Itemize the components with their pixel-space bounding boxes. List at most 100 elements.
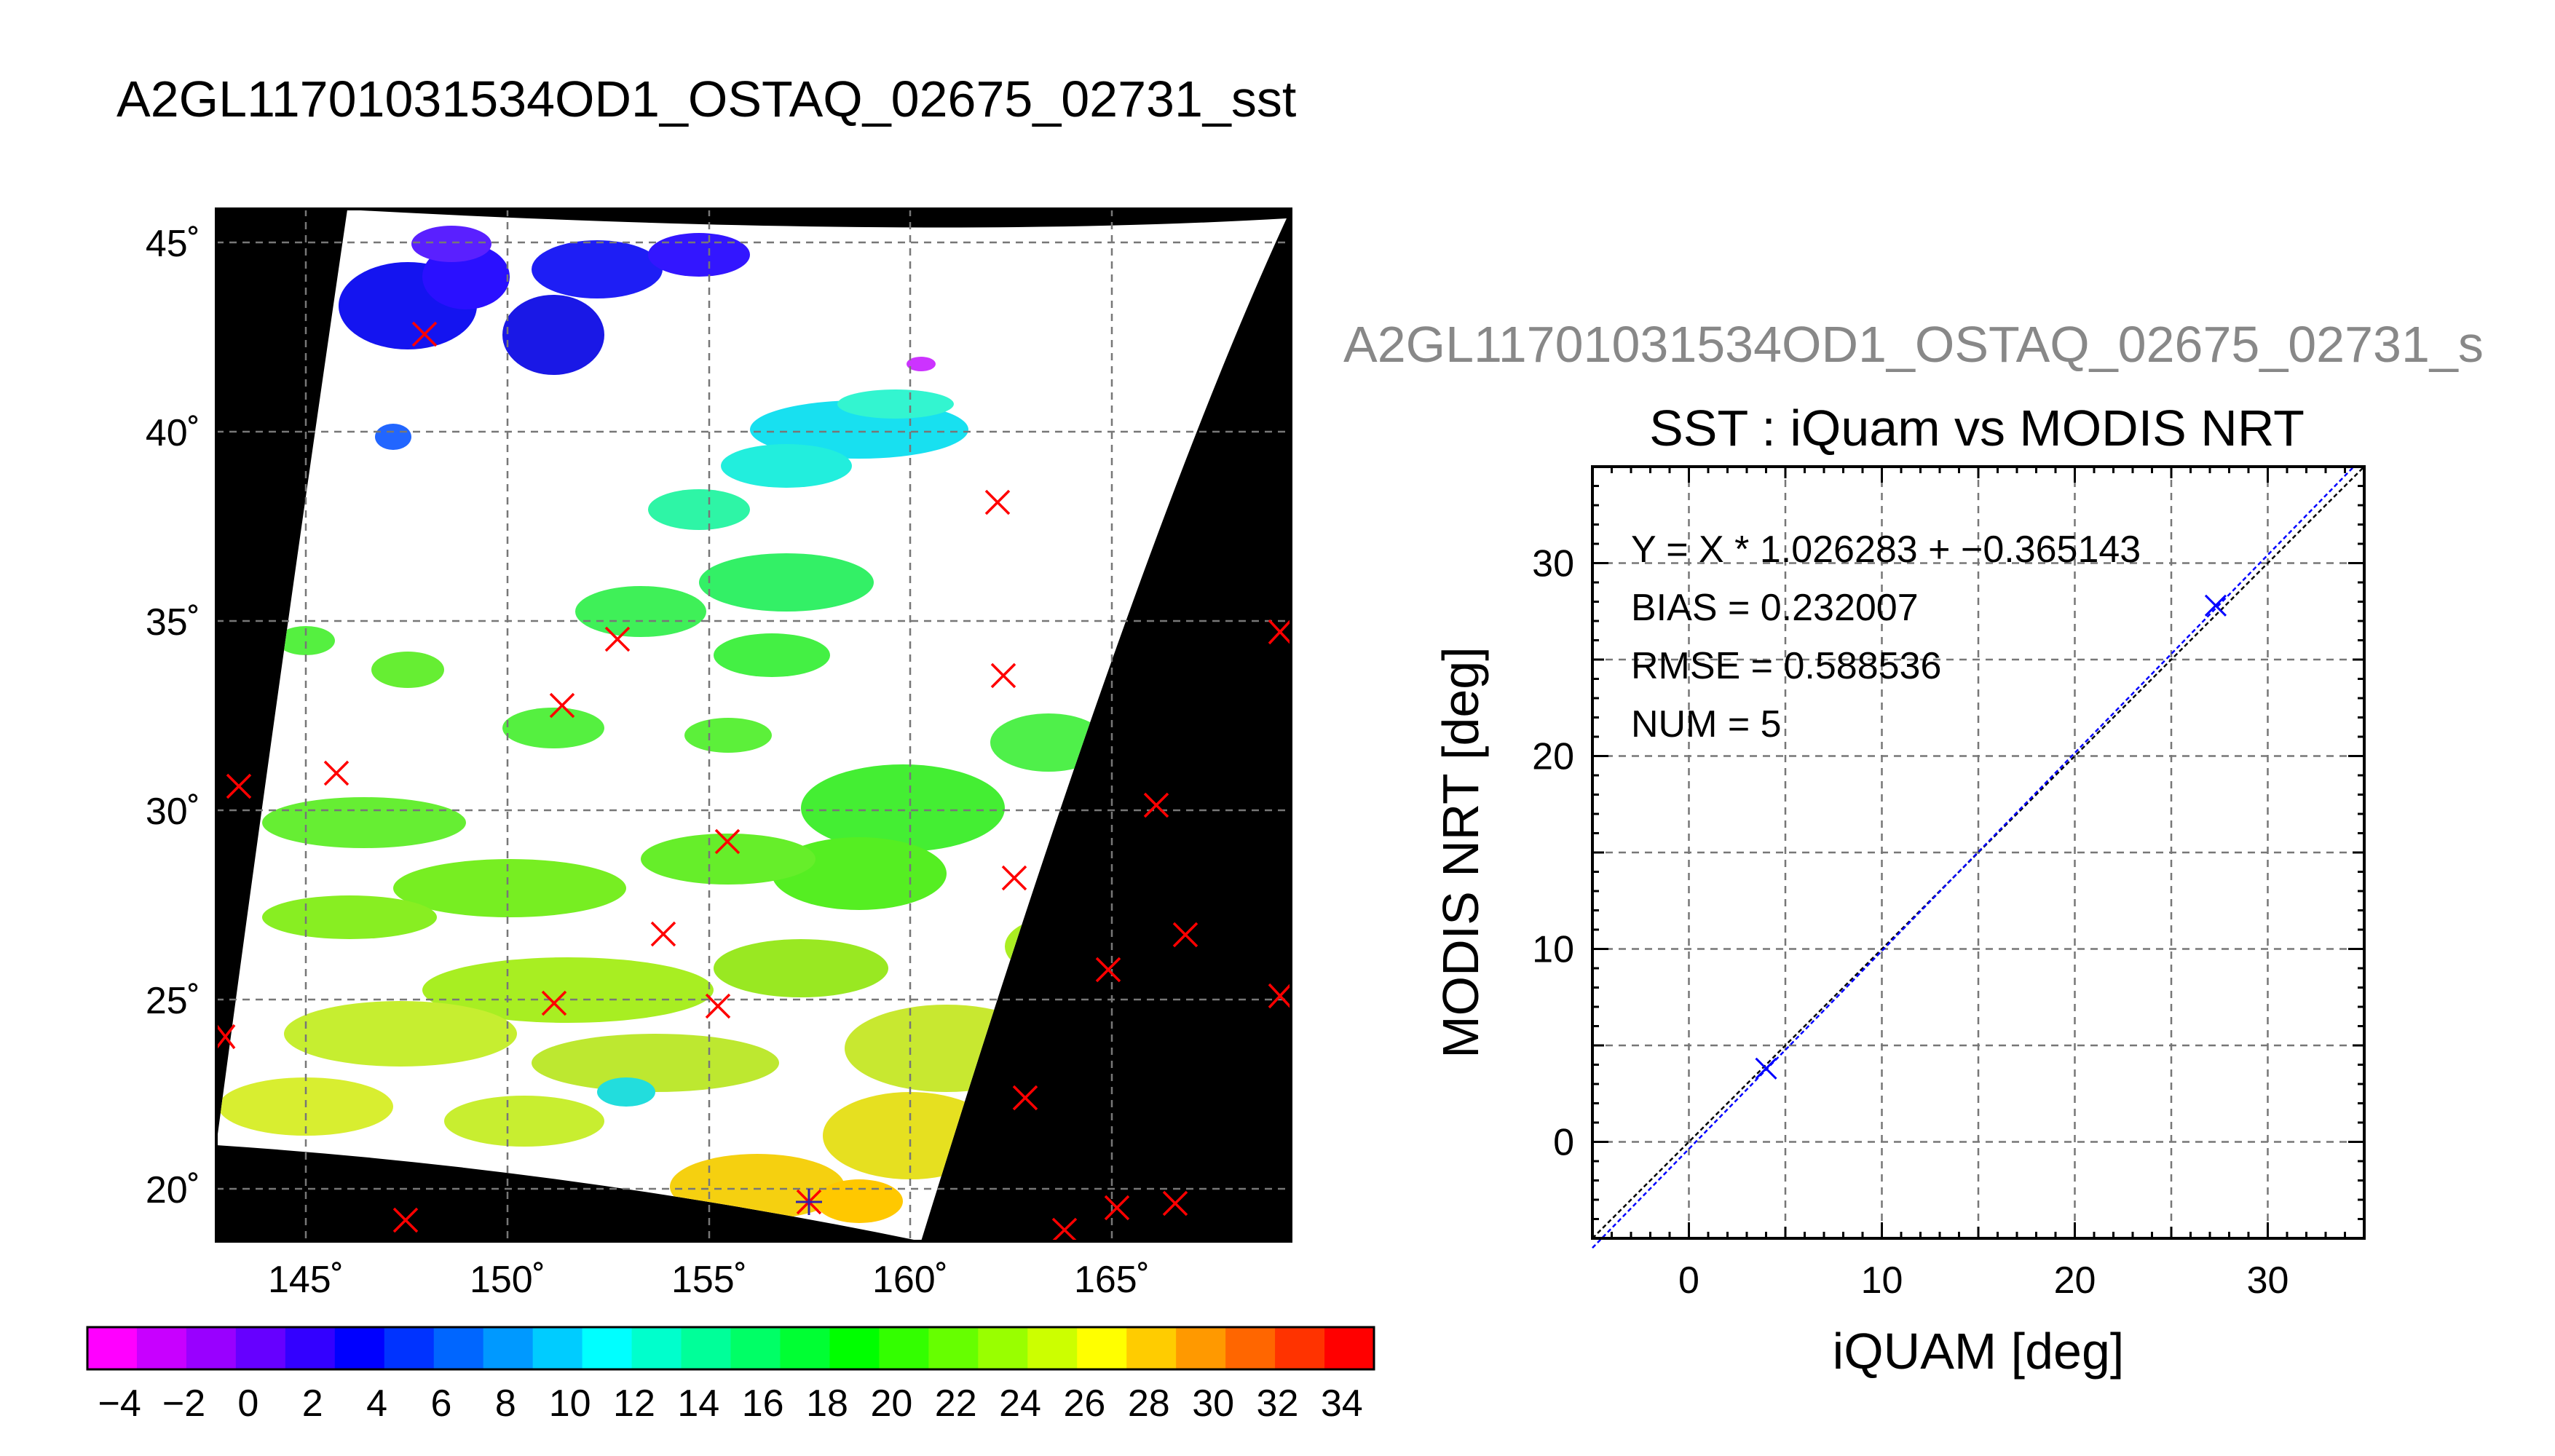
map-frame bbox=[215, 207, 1292, 1243]
map-marker bbox=[541, 990, 567, 1016]
colorbar-cell bbox=[681, 1327, 731, 1369]
colorbar-cell bbox=[87, 1327, 138, 1369]
scatter-subtitle: A2GL11701031534OD1_OSTAQ_02675_02731_s bbox=[1343, 316, 2484, 373]
colorbar-label: −2 bbox=[162, 1382, 205, 1425]
x-axis-label: iQUAM [deg] bbox=[1833, 1323, 2125, 1380]
scatter-point bbox=[1755, 1057, 1777, 1080]
map-marker bbox=[1172, 922, 1198, 948]
rmse-value: RMSE = 0.588536 bbox=[1631, 645, 1941, 687]
lon-tick-label: 165˚ bbox=[1074, 1259, 1150, 1301]
map-marker bbox=[323, 760, 350, 786]
y-tick-label: 20 bbox=[1532, 736, 1574, 778]
colorbar-label: 20 bbox=[870, 1382, 912, 1425]
colorbar-label: 28 bbox=[1128, 1382, 1170, 1425]
map-marker bbox=[1162, 1190, 1188, 1216]
colorbar-label: 10 bbox=[549, 1382, 591, 1425]
colorbar-cell bbox=[829, 1327, 880, 1369]
map-marker bbox=[226, 773, 252, 799]
colorbar-cell bbox=[879, 1327, 929, 1369]
map-marker bbox=[705, 993, 731, 1019]
colorbar-cell bbox=[532, 1327, 583, 1369]
map-marker bbox=[604, 626, 631, 652]
scatter-annotations: Y = X * 1.026283 + −0.365143 BIAS = 0.23… bbox=[1631, 529, 2141, 745]
colorbar-cell bbox=[1176, 1327, 1226, 1369]
map-marker bbox=[1104, 1195, 1130, 1221]
colorbar-label: 4 bbox=[366, 1382, 387, 1425]
map-lat-labels: 45˚ 40˚ 35˚ 30˚ 25˚ 20˚ bbox=[146, 223, 200, 1211]
map-marker bbox=[1095, 957, 1121, 983]
colorbar-label: 0 bbox=[237, 1382, 258, 1425]
colorbar-label: 16 bbox=[742, 1382, 784, 1425]
colorbar-label: 8 bbox=[495, 1382, 516, 1425]
map-marker bbox=[1143, 792, 1169, 818]
scatter-panel: A2GL11701031534OD1_OSTAQ_02675_02731_s S… bbox=[1343, 316, 2484, 1380]
map-lon-labels: 145˚ 150˚ 155˚ 160˚ 165˚ bbox=[268, 1259, 1150, 1301]
lon-tick-label: 155˚ bbox=[671, 1259, 747, 1301]
colorbar-cell bbox=[1225, 1327, 1276, 1369]
colorbar-cell bbox=[631, 1327, 682, 1369]
colorbar-cell bbox=[582, 1327, 633, 1369]
y-tick-label: 0 bbox=[1553, 1122, 1574, 1164]
y-tick-label: 10 bbox=[1532, 929, 1574, 971]
colorbar-label: 30 bbox=[1192, 1382, 1234, 1425]
lat-tick-label: 45˚ bbox=[146, 223, 200, 265]
lat-tick-label: 35˚ bbox=[146, 601, 200, 644]
colorbar-label: 12 bbox=[613, 1382, 655, 1425]
colorbar-labels: −4 −2 0 2 4 6 8 10 12 14 16 18 20 22 24 26 28 30 32 34 bbox=[98, 1382, 1363, 1425]
map-marker bbox=[984, 489, 1011, 515]
colorbar-cell bbox=[978, 1327, 1028, 1369]
lon-tick-label: 145˚ bbox=[268, 1259, 344, 1301]
map-marker-star bbox=[796, 1189, 822, 1215]
lon-tick-label: 150˚ bbox=[470, 1259, 545, 1301]
x-tick-label: 10 bbox=[1861, 1259, 1903, 1302]
colorbar-cell bbox=[235, 1327, 286, 1369]
scatter-gridlines bbox=[1592, 467, 2364, 1238]
colorbar-label: 14 bbox=[677, 1382, 719, 1425]
map-marker bbox=[650, 921, 676, 947]
colorbar-cell bbox=[730, 1327, 781, 1369]
map-marker bbox=[411, 321, 438, 347]
scatter-point bbox=[2204, 594, 2227, 617]
map-marker bbox=[392, 1207, 419, 1233]
map-marker bbox=[714, 828, 741, 855]
fit-line bbox=[1592, 466, 2355, 1249]
scatter-y-tick-labels: 0 10 20 30 bbox=[1532, 543, 1574, 1164]
map-marker bbox=[215, 1024, 236, 1050]
lat-tick-label: 25˚ bbox=[146, 980, 200, 1022]
map-gridlines bbox=[216, 209, 1291, 1241]
main-title: A2GL11701031534OD1_OSTAQ_02675_02731_sst bbox=[117, 71, 1296, 127]
colorbar-cells bbox=[87, 1327, 1375, 1369]
colorbar-label: 6 bbox=[430, 1382, 451, 1425]
colorbar-cell bbox=[136, 1327, 187, 1369]
colorbar-frame bbox=[86, 1326, 1375, 1371]
lat-tick-label: 30˚ bbox=[146, 791, 200, 833]
bias-value: BIAS = 0.232007 bbox=[1631, 587, 1919, 629]
colorbar-cell bbox=[433, 1327, 484, 1369]
map-marker bbox=[1012, 1085, 1038, 1111]
colorbar-cell bbox=[1275, 1327, 1325, 1369]
colorbar-label: 18 bbox=[806, 1382, 848, 1425]
scatter-x-tick-labels: 0 10 20 30 bbox=[1678, 1259, 2289, 1302]
scatter-title: SST : iQuam vs MODIS NRT bbox=[1649, 400, 2305, 456]
lat-tick-label: 20˚ bbox=[146, 1169, 200, 1211]
colorbar-label: 22 bbox=[935, 1382, 977, 1425]
colorbar-cell bbox=[780, 1327, 830, 1369]
map-marker bbox=[1051, 1217, 1078, 1243]
colorbar-cell bbox=[285, 1327, 336, 1369]
colorbar: −4 −2 0 2 4 6 8 10 12 14 16 18 20 22 24 26 28 30 32 34 bbox=[86, 1326, 1375, 1425]
colorbar-label: 2 bbox=[302, 1382, 323, 1425]
map-panel: 145˚ 150˚ 155˚ 160˚ 165˚ 45˚ 40˚ 35˚ 30˚… bbox=[146, 207, 1292, 1301]
colorbar-label: 32 bbox=[1257, 1382, 1299, 1425]
colorbar-cell bbox=[483, 1327, 534, 1369]
num-value: NUM = 5 bbox=[1631, 703, 1782, 745]
colorbar-cell bbox=[928, 1327, 979, 1369]
colorbar-cell bbox=[1027, 1327, 1078, 1369]
lat-tick-label: 40˚ bbox=[146, 412, 200, 454]
scatter-frame bbox=[1591, 465, 2366, 1240]
colorbar-cell bbox=[186, 1327, 237, 1369]
x-tick-label: 20 bbox=[2054, 1259, 2096, 1302]
colorbar-cell bbox=[384, 1327, 435, 1369]
fit-equation: Y = X * 1.026283 + −0.365143 bbox=[1631, 529, 2141, 571]
scatter-lines bbox=[1592, 466, 2365, 1249]
